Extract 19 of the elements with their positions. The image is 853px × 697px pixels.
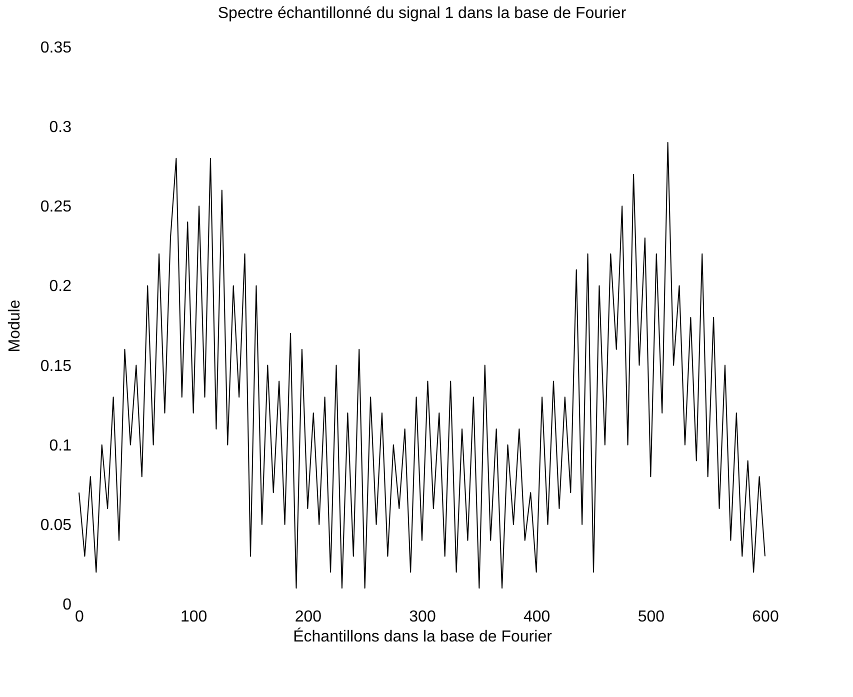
x-tick-label: 600 — [752, 608, 779, 626]
y-tick-label: 0.05 — [40, 516, 72, 534]
x-tick-label: 200 — [294, 608, 322, 626]
y-tick-label: 0.2 — [49, 278, 72, 296]
line-series — [78, 142, 766, 589]
x-tick-label: 300 — [409, 608, 436, 626]
y-tick-label: 0 — [62, 596, 72, 614]
x-tick-label: 400 — [523, 608, 550, 626]
y-tick-label: 0.25 — [40, 198, 72, 216]
x-axis-title: Échantillons dans la base de Fourier — [293, 628, 553, 646]
y-tick-label: 0.1 — [49, 437, 72, 454]
y-tick-label: 0.15 — [40, 358, 72, 375]
x-tick-label: 500 — [638, 608, 665, 626]
chart-title: Spectre échantillonné du signal 1 dans la base de Fourier — [218, 5, 627, 22]
y-tick-label: 0.3 — [49, 119, 72, 136]
x-tick-label: 100 — [180, 608, 208, 626]
y-tick-label: 0.35 — [40, 40, 72, 56]
y-axis-title: Module — [6, 300, 24, 352]
x-tick-label: 0 — [75, 608, 84, 626]
